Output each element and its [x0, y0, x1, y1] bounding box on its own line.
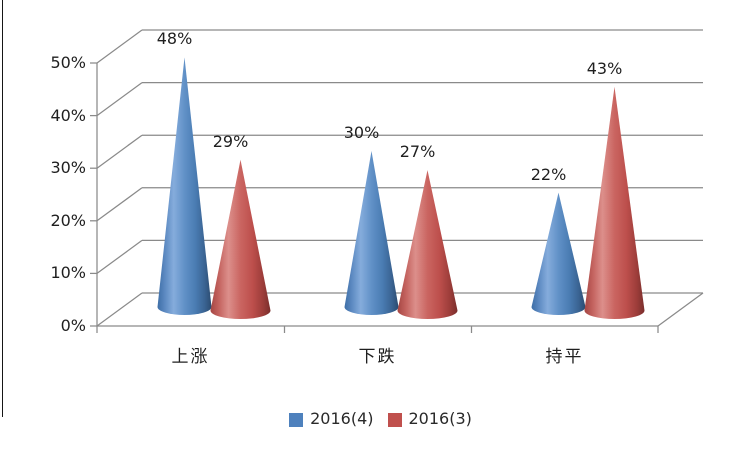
- legend-label-series-2: 2016(3): [408, 409, 472, 428]
- y-tick-label: 40%: [50, 105, 86, 125]
- y-tick-label: 10%: [50, 263, 86, 283]
- legend-item-series-2: 2016(3): [387, 408, 472, 430]
- left-border-line: [2, 0, 3, 417]
- legend-label-series-1: 2016(4): [310, 409, 374, 428]
- gridline-diagonal: [96, 239, 143, 274]
- data-label: 48%: [156, 29, 193, 49]
- category-label: 持平: [545, 347, 584, 367]
- category-label: 下跌: [358, 347, 397, 367]
- category-label: 上涨: [171, 347, 210, 367]
- floor-right-edge: [657, 292, 704, 327]
- cone-2016(3)-持平: [584, 86, 645, 320]
- cone-2016(4)-持平: [531, 192, 586, 315]
- data-label: 30%: [343, 123, 380, 142]
- y-tick-label: 50%: [50, 53, 86, 72]
- cones: [157, 57, 645, 320]
- data-label: 43%: [586, 58, 623, 78]
- gridline-diagonal: [96, 29, 143, 64]
- gridline-diagonal: [96, 82, 143, 117]
- axes: [96, 63, 704, 333]
- data-label: 29%: [212, 131, 249, 151]
- gridline-diagonal: [96, 134, 143, 169]
- legend-item-series-1: 2016(4): [289, 408, 374, 430]
- cone-2016(3)-上涨: [210, 159, 271, 319]
- data-label: 22%: [530, 164, 567, 184]
- y-tick-label: 30%: [50, 158, 86, 178]
- gridline-diagonal: [96, 292, 143, 327]
- y-tick-label: 20%: [50, 210, 86, 230]
- cone-2016(3)-下跌: [397, 170, 458, 319]
- y-tick-label: 0%: [60, 316, 86, 335]
- cone-2016(4)-下跌: [344, 151, 399, 315]
- legend-swatch-blue: [289, 412, 304, 427]
- gridline-diagonal: [96, 187, 143, 222]
- chart-legend: 2016(4) 2016(3): [0, 408, 751, 430]
- cone-2016(4)-上涨: [157, 57, 212, 316]
- legend-swatch-red: [387, 412, 402, 427]
- data-label: 27%: [399, 142, 436, 162]
